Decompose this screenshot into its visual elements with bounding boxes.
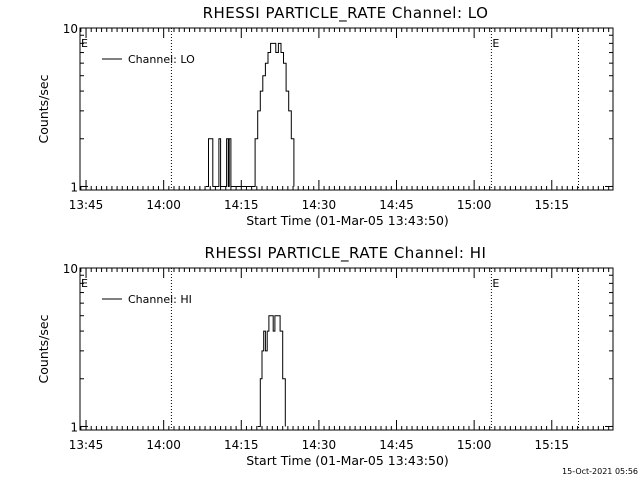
- series-line: [205, 42, 295, 187]
- x-tick-label: 14:45: [379, 438, 414, 452]
- chart-panel-2: RHESSI PARTICLE_RATE Channel: HI Counts/s…: [36, 244, 614, 468]
- chart-title: RHESSI PARTICLE_RATE Channel: HI: [205, 244, 487, 263]
- x-tick-label: 14:30: [302, 198, 337, 212]
- x-tick-label: 14:15: [224, 438, 259, 452]
- x-tick-label: 13:45: [69, 198, 104, 212]
- x-tick-label: 15:00: [457, 198, 492, 212]
- x-tick-label: 14:45: [379, 198, 414, 212]
- plot-frame: [79, 27, 614, 191]
- plot-frame: [79, 267, 614, 431]
- x-tick-label: 14:00: [146, 198, 181, 212]
- event-marker-label: E: [81, 277, 88, 290]
- x-tick-label: 14:30: [302, 438, 337, 452]
- x-tick-label: 14:15: [224, 198, 259, 212]
- event-marker-label: E: [81, 37, 88, 50]
- x-axis-label: Start Time (01-Mar-05 13:43:50): [246, 453, 449, 468]
- y-tick-label: 10: [63, 262, 78, 276]
- chart-panel-1: RHESSI PARTICLE_RATE Channel: LO Counts/s…: [36, 4, 614, 228]
- series-line: [257, 315, 286, 427]
- x-tick-label: 13:45: [69, 438, 104, 452]
- x-tick-label: 15:15: [534, 438, 569, 452]
- y-tick-label: 1: [70, 420, 78, 434]
- x-axis-label: Start Time (01-Mar-05 13:43:50): [246, 213, 449, 228]
- x-tick-label: 14:00: [146, 438, 181, 452]
- y-axis-label: Counts/sec: [36, 74, 51, 143]
- legend-label: Channel: LO: [128, 53, 195, 66]
- legend-label: Channel: HI: [128, 293, 192, 306]
- event-marker-label: E: [492, 37, 499, 50]
- event-marker-label: E: [492, 277, 499, 290]
- y-tick-label: 10: [63, 22, 78, 36]
- x-tick-label: 15:15: [534, 198, 569, 212]
- chart-title: RHESSI PARTICLE_RATE Channel: LO: [203, 4, 489, 23]
- y-axis-label: Counts/sec: [36, 314, 51, 383]
- x-tick-label: 15:00: [457, 438, 492, 452]
- y-tick-label: 1: [70, 180, 78, 194]
- print-timestamp: 15-Oct-2021 05:56: [562, 467, 638, 476]
